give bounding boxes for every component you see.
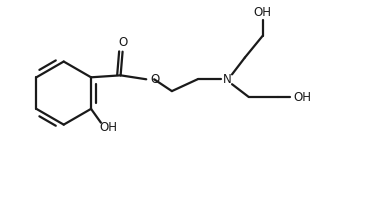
Text: O: O: [150, 73, 159, 86]
Text: N: N: [223, 73, 231, 86]
Text: OH: OH: [100, 121, 118, 134]
Text: OH: OH: [254, 6, 272, 19]
Text: O: O: [118, 36, 127, 49]
Text: OH: OH: [293, 90, 311, 104]
